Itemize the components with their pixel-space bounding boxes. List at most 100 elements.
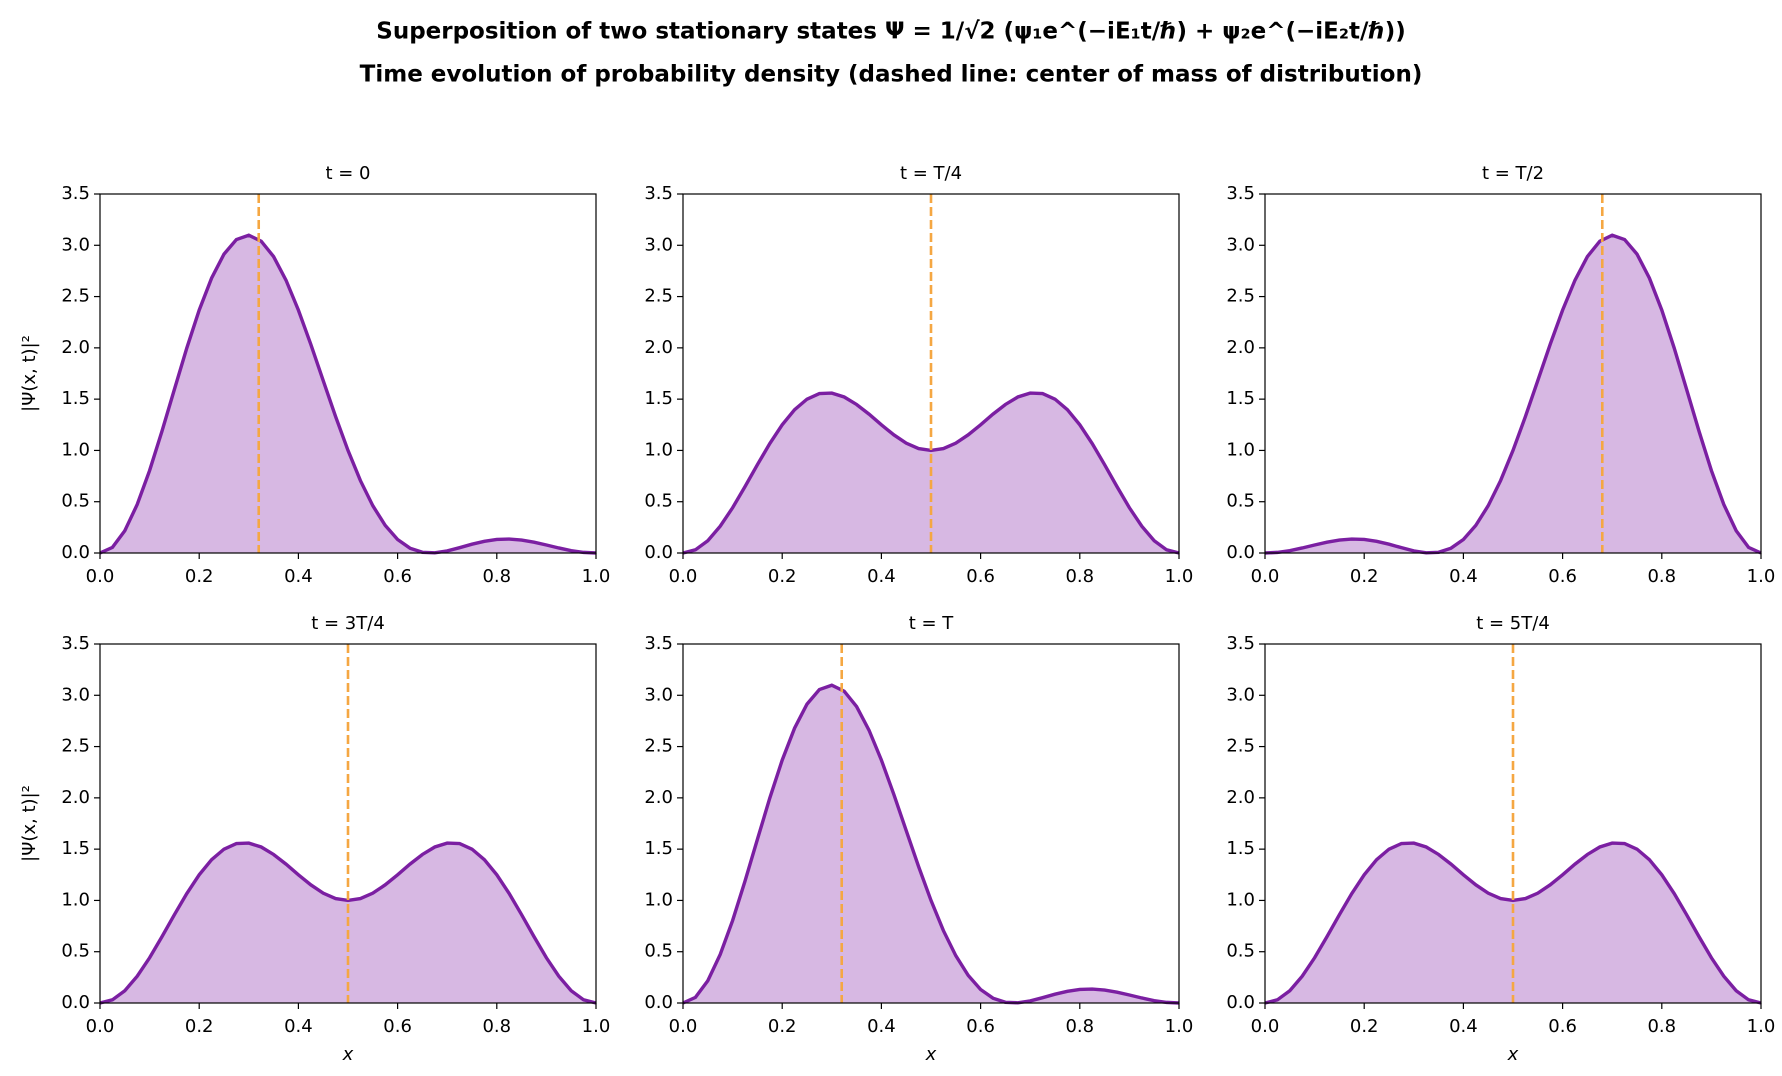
x-tick-label: 0.6 xyxy=(383,566,412,587)
x-axis-label: x xyxy=(925,1044,937,1065)
x-tick-label: 0.6 xyxy=(966,1016,995,1037)
x-axis-label: x xyxy=(342,1044,354,1065)
y-tick-label: 2.5 xyxy=(1226,286,1255,307)
y-tick-label: 2.5 xyxy=(644,286,673,307)
y-tick-label: 0.5 xyxy=(644,491,673,512)
figure-title: Superposition of two stationary states Ψ… xyxy=(376,19,1406,45)
y-tick-label: 3.5 xyxy=(644,183,673,204)
y-tick-label: 2.0 xyxy=(61,337,90,358)
y-tick-label: 3.5 xyxy=(61,183,90,204)
x-tick-label: 1.0 xyxy=(1747,566,1776,587)
x-tick-label: 0.6 xyxy=(1548,566,1577,587)
y-tick-label: 0.0 xyxy=(1226,542,1255,563)
figure-subtitle: Time evolution of probability density (d… xyxy=(360,62,1423,88)
y-tick-label: 1.5 xyxy=(644,838,673,859)
x-tick-label: 1.0 xyxy=(1747,1016,1776,1037)
y-tick-label: 3.5 xyxy=(61,633,90,654)
y-tick-label: 1.0 xyxy=(61,439,90,460)
y-axis-label: |Ψ(x, t)|² xyxy=(19,785,40,862)
y-tick-label: 3.0 xyxy=(644,684,673,705)
y-tick-label: 0.0 xyxy=(1226,992,1255,1013)
subplot-title: t = T/4 xyxy=(900,163,962,184)
y-tick-label: 0.0 xyxy=(61,542,90,563)
y-tick-label: 3.0 xyxy=(1226,234,1255,255)
x-tick-label: 0.0 xyxy=(1251,566,1280,587)
x-tick-label: 1.0 xyxy=(1165,566,1194,587)
area-fill xyxy=(1265,235,1761,554)
plot-frame xyxy=(1264,193,1762,554)
density-line xyxy=(99,841,597,1005)
y-tick-label: 2.0 xyxy=(644,787,673,808)
y-tick-label: 3.5 xyxy=(1226,633,1255,654)
y-tick-label: 3.0 xyxy=(1226,684,1255,705)
plot-frame xyxy=(99,643,597,1004)
y-tick-label: 0.5 xyxy=(61,941,90,962)
y-tick-label: 3.0 xyxy=(61,234,90,255)
x-tick-label: 0.2 xyxy=(1350,566,1379,587)
y-tick-label: 1.5 xyxy=(1226,838,1255,859)
y-tick-label: 0.5 xyxy=(61,491,90,512)
x-tick-label: 0.2 xyxy=(768,1016,797,1037)
subplot-title: t = T xyxy=(909,613,955,634)
x-tick-label: 0.8 xyxy=(482,566,511,587)
y-tick-label: 1.0 xyxy=(1226,439,1255,460)
x-tick-label: 0.4 xyxy=(867,566,896,587)
x-tick-label: 0.8 xyxy=(1065,1016,1094,1037)
x-tick-label: 0.8 xyxy=(1065,566,1094,587)
x-tick-label: 1.0 xyxy=(1165,1016,1194,1037)
x-tick-label: 0.4 xyxy=(1449,566,1478,587)
y-tick-label: 0.0 xyxy=(644,542,673,563)
y-tick-label: 0.5 xyxy=(1226,941,1255,962)
x-tick-label: 1.0 xyxy=(582,566,611,587)
x-tick-label: 0.2 xyxy=(768,566,797,587)
subplot-title: t = 5T/4 xyxy=(1476,613,1550,634)
density-line xyxy=(1264,233,1762,555)
x-tick-label: 0.0 xyxy=(669,1016,698,1037)
y-tick-label: 2.0 xyxy=(644,337,673,358)
x-tick-label: 1.0 xyxy=(582,1016,611,1037)
density-line xyxy=(682,391,1180,555)
y-tick-label: 1.5 xyxy=(61,838,90,859)
y-tick-label: 1.0 xyxy=(644,439,673,460)
plot-frame xyxy=(682,193,1180,554)
y-tick-label: 0.5 xyxy=(1226,491,1255,512)
y-tick-label: 3.0 xyxy=(644,234,673,255)
x-tick-label: 0.6 xyxy=(383,1016,412,1037)
y-tick-label: 1.0 xyxy=(644,889,673,910)
density-line xyxy=(99,233,597,555)
x-tick-label: 0.2 xyxy=(1350,1016,1379,1037)
x-tick-label: 0.2 xyxy=(185,1016,214,1037)
y-tick-label: 0.0 xyxy=(61,992,90,1013)
x-tick-label: 0.0 xyxy=(669,566,698,587)
x-tick-label: 0.0 xyxy=(86,1016,115,1037)
y-axis-label: |Ψ(x, t)|² xyxy=(19,335,40,412)
plot-frame xyxy=(99,193,597,554)
x-tick-label: 0.2 xyxy=(185,566,214,587)
y-tick-label: 0.5 xyxy=(644,941,673,962)
y-tick-label: 3.0 xyxy=(61,684,90,705)
y-tick-label: 2.0 xyxy=(1226,337,1255,358)
y-tick-label: 1.0 xyxy=(1226,889,1255,910)
y-tick-label: 2.0 xyxy=(1226,787,1255,808)
subplot-title: t = 0 xyxy=(325,163,370,184)
x-tick-label: 0.6 xyxy=(1548,1016,1577,1037)
y-tick-label: 1.0 xyxy=(61,889,90,910)
x-tick-label: 0.4 xyxy=(1449,1016,1478,1037)
y-tick-label: 2.5 xyxy=(61,286,90,307)
y-tick-label: 2.5 xyxy=(644,736,673,757)
subplot-title: t = T/2 xyxy=(1482,163,1544,184)
density-line xyxy=(682,683,1180,1005)
plot-frame xyxy=(682,643,1180,1004)
y-tick-label: 1.5 xyxy=(1226,388,1255,409)
x-tick-label: 0.6 xyxy=(966,566,995,587)
x-tick-label: 0.8 xyxy=(482,1016,511,1037)
y-tick-label: 0.0 xyxy=(644,992,673,1013)
y-tick-label: 3.5 xyxy=(1226,183,1255,204)
x-axis-label: x xyxy=(1507,1044,1519,1065)
y-tick-label: 1.5 xyxy=(61,388,90,409)
x-tick-label: 0.4 xyxy=(284,1016,313,1037)
area-fill xyxy=(683,685,1179,1003)
y-tick-label: 2.5 xyxy=(61,736,90,757)
